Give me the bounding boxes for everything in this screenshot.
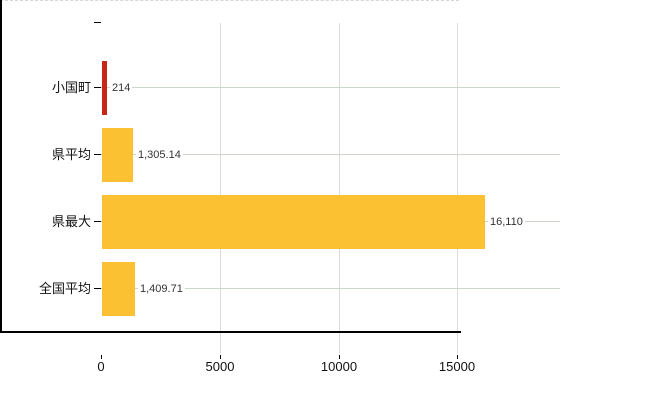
x-axis-tick [220,355,221,359]
x-axis-line [0,331,461,333]
y-axis-end-tick [94,22,101,23]
bar [102,128,133,182]
gridline-vertical [220,23,221,354]
x-tick-label: 5000 [205,359,235,374]
category-label: 県最大 [51,214,91,229]
bar [102,262,135,316]
x-tick-label: 15000 [438,359,476,374]
y-axis-tick [94,154,101,155]
bar [102,61,107,115]
plot-top-border [0,0,459,1]
category-label: 全国平均 [38,281,91,296]
x-axis-tick [457,355,458,359]
x-tick-label: 10000 [320,359,358,374]
value-label: 1,409.71 [138,282,185,296]
value-label: 214 [110,81,133,95]
gridline-vertical [457,23,458,354]
value-label: 16,110 [488,215,525,229]
gridline-horizontal [101,154,560,155]
gridline-vertical [339,23,340,354]
y-axis-tick [94,221,101,222]
x-tick-label: 0 [97,359,105,374]
gridline-horizontal [101,87,560,88]
gridline-horizontal [101,288,560,289]
value-label: 1,305.14 [136,148,183,162]
bar [102,195,485,249]
axis-layer [0,0,461,359]
x-axis-tick [101,355,102,359]
y-axis-tick [94,87,101,88]
category-label: 県平均 [51,147,91,162]
y-axis-tick [94,288,101,289]
y-axis-line [0,0,2,331]
x-axis-tick [339,355,340,359]
category-label: 小国町 [51,80,91,95]
